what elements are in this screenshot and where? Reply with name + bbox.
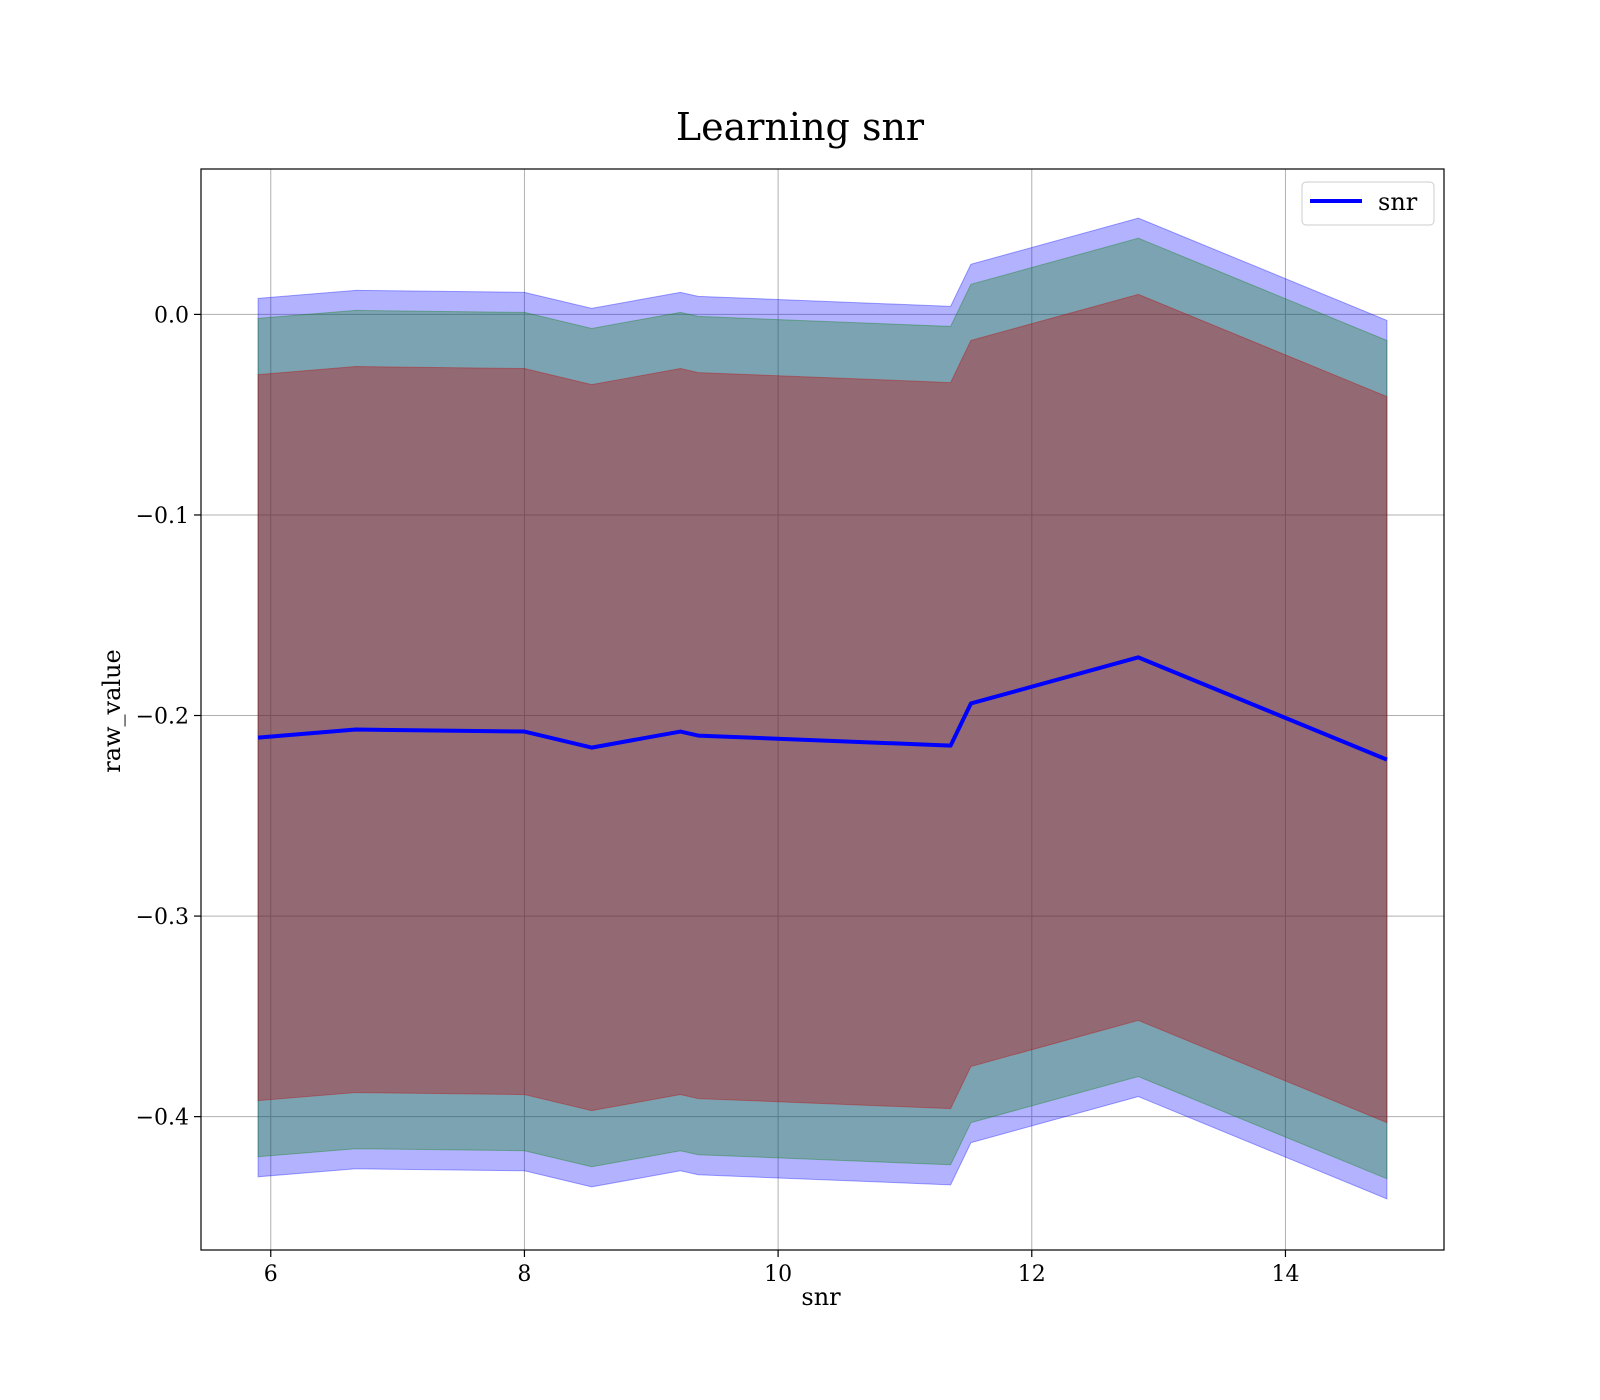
series-lines bbox=[257, 655, 1388, 762]
x-tick-label: 12 bbox=[1018, 1262, 1046, 1287]
x-tick-label: 10 bbox=[764, 1262, 792, 1287]
chart-title: Learning snr bbox=[676, 105, 925, 149]
legend: snr bbox=[1301, 181, 1435, 226]
y-tick-label: −0.2 bbox=[136, 705, 189, 730]
confidence-band-2 bbox=[257, 293, 1388, 1124]
confidence-bands bbox=[257, 217, 1388, 1200]
plot-frame bbox=[200, 168, 1445, 1251]
y-tick-label: −0.3 bbox=[136, 905, 189, 930]
grid-lines bbox=[201, 169, 1444, 1250]
legend-label-snr: snr bbox=[1378, 188, 1418, 216]
legend-box bbox=[1301, 181, 1435, 226]
x-tick-label: 6 bbox=[264, 1262, 278, 1287]
y-tick-label: −0.1 bbox=[136, 504, 189, 529]
y-tick-label: −0.4 bbox=[136, 1106, 189, 1131]
y-axis-label: raw_value bbox=[98, 649, 126, 773]
confidence-band-1 bbox=[257, 237, 1388, 1180]
y-tick-label: 0.0 bbox=[154, 303, 189, 328]
confidence-band-0 bbox=[257, 217, 1388, 1200]
x-tick-label: 14 bbox=[1271, 1262, 1299, 1287]
axis-ticks: 6 8 10 12 14 0.0 −0.1 −0.2 −0.3 −0.4 bbox=[136, 303, 1300, 1287]
x-tick-label: 8 bbox=[517, 1262, 531, 1287]
series-line-snr bbox=[257, 655, 1388, 762]
x-axis-label: snr bbox=[801, 1283, 841, 1311]
